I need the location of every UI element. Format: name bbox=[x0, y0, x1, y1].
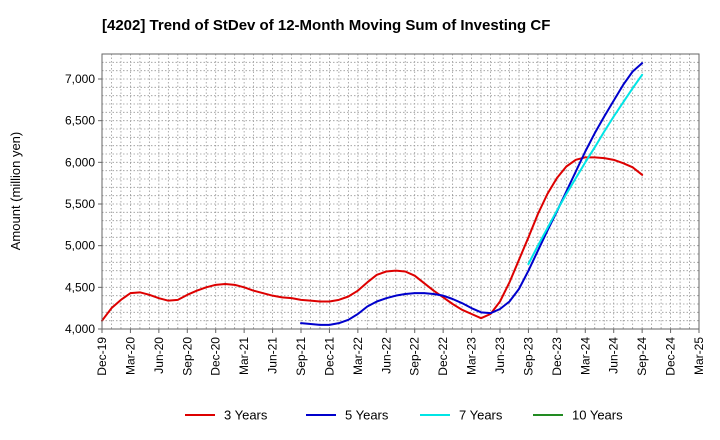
x-tick-label: Jun-20 bbox=[152, 337, 166, 374]
x-tick-label: Dec-22 bbox=[436, 337, 450, 376]
y-axis-ticks: 4,000 4,500 5,000 5,500 6,000 6,500 7,000 bbox=[65, 72, 102, 336]
x-tick-label: Jun-24 bbox=[607, 337, 621, 374]
x-tick-label: Sep-23 bbox=[521, 337, 535, 376]
x-tick-label: Mar-23 bbox=[465, 337, 479, 375]
x-tick-label: Jun-21 bbox=[266, 337, 280, 374]
x-tick-label: Sep-24 bbox=[635, 337, 649, 376]
y-tick-label: 5,000 bbox=[65, 239, 95, 253]
x-tick-label: Mar-25 bbox=[692, 337, 706, 375]
x-tick-label: Mar-22 bbox=[351, 337, 365, 375]
y-axis-label: Amount (million yen) bbox=[8, 132, 23, 251]
x-tick-label: Mar-24 bbox=[578, 337, 592, 375]
x-axis-ticks: Dec-19 Mar-20 Jun-20 Sep-20 Dec-20 Mar-21 Jun-… bbox=[95, 329, 706, 376]
x-tick-label: Jun-22 bbox=[379, 337, 393, 374]
series-lines bbox=[101, 62, 644, 326]
x-tick-label: Mar-21 bbox=[237, 337, 251, 375]
x-tick-label: Jun-23 bbox=[493, 337, 507, 374]
plot-frame bbox=[101, 53, 700, 330]
x-tick-label: Dec-20 bbox=[209, 337, 223, 376]
x-tick-label: Sep-20 bbox=[180, 337, 194, 376]
x-tick-label: Dec-19 bbox=[95, 337, 109, 376]
x-tick-label: Sep-22 bbox=[408, 337, 422, 376]
legend-label: 7 Years bbox=[459, 408, 503, 423]
x-tick-label: Dec-21 bbox=[322, 337, 336, 376]
x-tick-label: Mar-20 bbox=[123, 337, 137, 375]
chart-title: [4202] Trend of StDev of 12-Month Moving… bbox=[102, 17, 550, 34]
series-line-3-years bbox=[101, 156, 644, 322]
x-tick-label: Dec-23 bbox=[550, 337, 564, 376]
legend-label: 10 Years bbox=[572, 408, 623, 423]
series-line-5-years bbox=[300, 62, 644, 326]
y-tick-label: 6,500 bbox=[65, 114, 95, 128]
y-tick-label: 7,000 bbox=[65, 72, 95, 86]
x-tick-label: Sep-21 bbox=[294, 337, 308, 376]
series-line-7-years bbox=[527, 73, 644, 265]
legend: 3 Years 5 Years 7 Years 10 Years bbox=[185, 408, 623, 423]
y-tick-label: 5,500 bbox=[65, 197, 95, 211]
x-tick-label: Dec-24 bbox=[664, 337, 678, 376]
y-tick-label: 4,500 bbox=[65, 280, 95, 294]
y-tick-label: 4,000 bbox=[65, 322, 95, 336]
grid bbox=[101, 53, 700, 330]
legend-label: 5 Years bbox=[345, 408, 389, 423]
y-tick-label: 6,000 bbox=[65, 155, 95, 169]
legend-label: 3 Years bbox=[224, 408, 268, 423]
